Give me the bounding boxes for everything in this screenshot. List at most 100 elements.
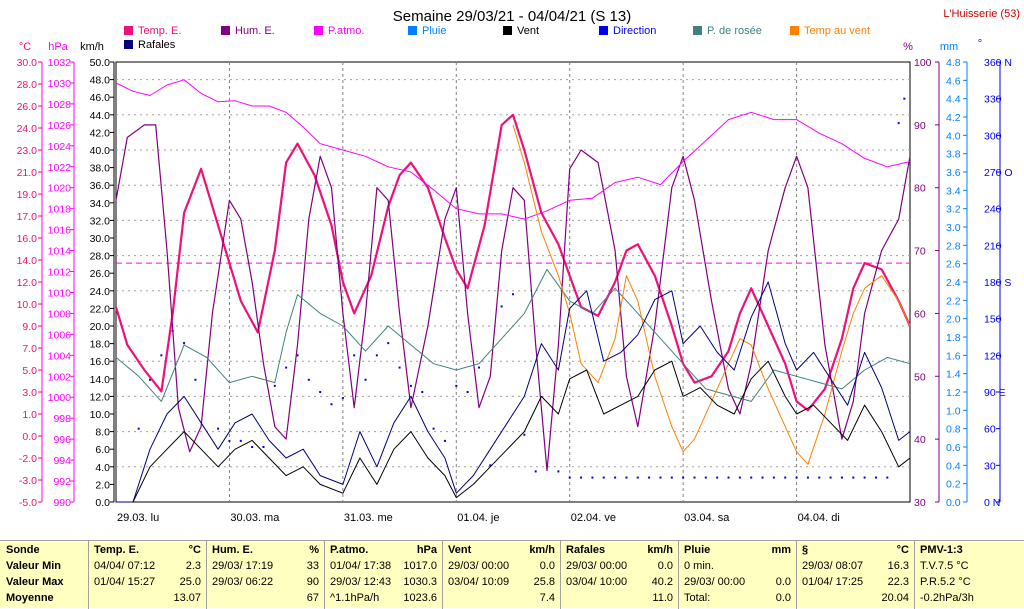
summary-text: P.R.5.2 °C bbox=[920, 576, 971, 588]
wind-tick-label: 4.0 bbox=[95, 462, 110, 474]
summary-value: 2.3 bbox=[185, 560, 201, 572]
legend-label: Direction bbox=[613, 25, 656, 37]
rain-unit-label: mm bbox=[940, 41, 958, 53]
legend-label: P.atmo. bbox=[328, 25, 365, 37]
summary-value: 1023.6 bbox=[403, 592, 437, 604]
summary-col-hum: Hum. E. % 29/03/ 17:19 33 29/03/ 06:22 9… bbox=[206, 541, 325, 609]
legend-swatch bbox=[221, 26, 230, 35]
wind-tick-label: 40.0 bbox=[90, 145, 111, 157]
temp-tick-label: -3.0 bbox=[19, 475, 37, 487]
direction-point bbox=[874, 476, 877, 479]
direction-point bbox=[217, 427, 220, 430]
direction-point bbox=[580, 476, 583, 479]
summary-col-pressure: P.atmo. hPa 01/04/ 17:38 1017.0 29/03/ 1… bbox=[324, 541, 443, 609]
summary-value: 25.8 bbox=[533, 576, 555, 588]
x-day-label: 01.04. je bbox=[457, 512, 499, 524]
dir-tick-label: 330 bbox=[984, 94, 1002, 106]
temp-tick-label: 17.0 bbox=[17, 211, 38, 223]
summary-time: 29/03/ 00:00 bbox=[448, 560, 510, 572]
direction-unit-label: ° bbox=[978, 38, 982, 50]
press-tick-label: 1020 bbox=[48, 183, 72, 195]
direction-point bbox=[341, 397, 344, 400]
rain-tick-label: 0.4 bbox=[946, 460, 961, 472]
temp-tick-label: 23.0 bbox=[17, 145, 38, 157]
dir-tick-label: 0 N bbox=[984, 497, 1000, 509]
x-day-label: 29.03. lu bbox=[117, 512, 159, 524]
legend-label: P. de rosée bbox=[707, 25, 762, 37]
direction-point bbox=[296, 354, 299, 357]
rain-tick-label: 0.8 bbox=[946, 424, 961, 436]
press-tick-label: 996 bbox=[53, 434, 71, 446]
summary-value: 0.0 bbox=[657, 560, 673, 572]
direction-point bbox=[500, 305, 503, 308]
direction-point bbox=[534, 470, 537, 473]
dir-tick-label: 150 bbox=[984, 314, 1002, 326]
summary-time: 29/03/ 17:19 bbox=[212, 560, 274, 572]
rain-tick-label: 4.0 bbox=[946, 130, 961, 142]
summary-unit: km/h bbox=[529, 544, 555, 556]
rain-tick-label: 4.8 bbox=[946, 57, 961, 69]
dir-tick-label: 120 bbox=[984, 350, 1002, 362]
rain-tick-label: 3.0 bbox=[946, 222, 961, 234]
wind-tick-label: 26.0 bbox=[90, 268, 111, 280]
legend-swatch bbox=[693, 26, 702, 35]
summary-col-temp: Temp. E. °C 04/04/ 07:12 2.3 01/04/ 15:2… bbox=[88, 541, 207, 609]
summary-value: 25.0 bbox=[179, 576, 201, 588]
direction-point bbox=[829, 476, 832, 479]
temp-tick-label: 24.0 bbox=[17, 123, 38, 135]
dir-tick-label: 30 bbox=[984, 460, 996, 472]
rain-tick-label: 2.6 bbox=[946, 259, 961, 271]
hum-tick-label: 30 bbox=[914, 497, 926, 509]
rain-tick-label: 1.2 bbox=[946, 387, 961, 399]
summary-time: 29/03/ 08:07 bbox=[802, 560, 864, 572]
direction-point bbox=[262, 446, 265, 448]
station-name: L'Huisserie (53) bbox=[943, 8, 1020, 20]
direction-point bbox=[886, 476, 889, 479]
summary-value: 0.0 bbox=[775, 576, 791, 588]
summary-unit: °C bbox=[896, 544, 909, 556]
summary-header: Pluie bbox=[684, 544, 711, 556]
legend-label: Hum. E. bbox=[235, 25, 275, 37]
temp-tick-label: 3.0 bbox=[22, 387, 37, 399]
legend-label: Vent bbox=[517, 25, 539, 37]
x-axis-labels: 29.03. lu 30.03. ma 31.03. me 01.04. je 02.0… bbox=[117, 512, 840, 524]
rain-tick-label: 0.6 bbox=[946, 442, 961, 454]
series-line-p-atmo- bbox=[115, 79, 911, 220]
dir-tick-label: 360 N bbox=[984, 57, 1012, 69]
summary-unit: °C bbox=[188, 544, 201, 556]
direction-point bbox=[806, 476, 809, 479]
wind-tick-label: 50.0 bbox=[90, 57, 111, 69]
wind-tick-label: 42.0 bbox=[90, 127, 111, 139]
direction-point bbox=[852, 476, 855, 479]
temp-tick-label: 12.0 bbox=[17, 277, 38, 289]
wind-tick-label: 24.0 bbox=[90, 286, 111, 298]
summary-text: Total: bbox=[684, 592, 711, 604]
summary-value: 0.0 bbox=[539, 560, 555, 572]
wind-tick-label: 16.0 bbox=[90, 356, 111, 368]
direction-point bbox=[398, 366, 401, 369]
summary-text: -0.2hPa/3h bbox=[920, 592, 974, 604]
series-layer bbox=[114, 79, 912, 503]
summary-header: § bbox=[802, 544, 809, 556]
dir-tick-label: 180 S bbox=[984, 277, 1011, 289]
wind-tick-label: 32.0 bbox=[90, 215, 111, 227]
wind-tick-label: 6.0 bbox=[95, 444, 110, 456]
summary-text: T.V.7.5 °C bbox=[920, 560, 969, 572]
summary-col-pmv: PMV-1:3 T.V.7.5 °C P.R.5.2 °C -0.2hPa/3h bbox=[914, 541, 1024, 609]
legend-swatch bbox=[314, 26, 323, 35]
direction-point bbox=[364, 378, 367, 381]
hum-tick-label: 70 bbox=[914, 246, 926, 258]
axes: 30.0 28.0 26.0 24.0 23.0 21.0 19.0 17.0 16.0 14.0… bbox=[17, 57, 1013, 509]
direction-point bbox=[784, 476, 787, 479]
direction-point bbox=[421, 391, 424, 393]
rain-tick-label: 3.6 bbox=[946, 167, 961, 179]
summary-time: 29/03/ 00:00 bbox=[684, 576, 746, 588]
direction-point bbox=[307, 378, 310, 381]
legend: Temp. E. Hum. E. P.atmo. Pluie Vent Direction… bbox=[124, 25, 870, 51]
press-tick-label: 992 bbox=[53, 476, 71, 488]
direction-point bbox=[761, 476, 764, 479]
direction-point bbox=[183, 342, 186, 345]
legend-label: Pluie bbox=[422, 25, 446, 37]
summary-col-wind: Vent km/h 29/03/ 00:00 0.0 03/04/ 10:09 … bbox=[442, 541, 561, 609]
direction-point bbox=[330, 403, 333, 406]
